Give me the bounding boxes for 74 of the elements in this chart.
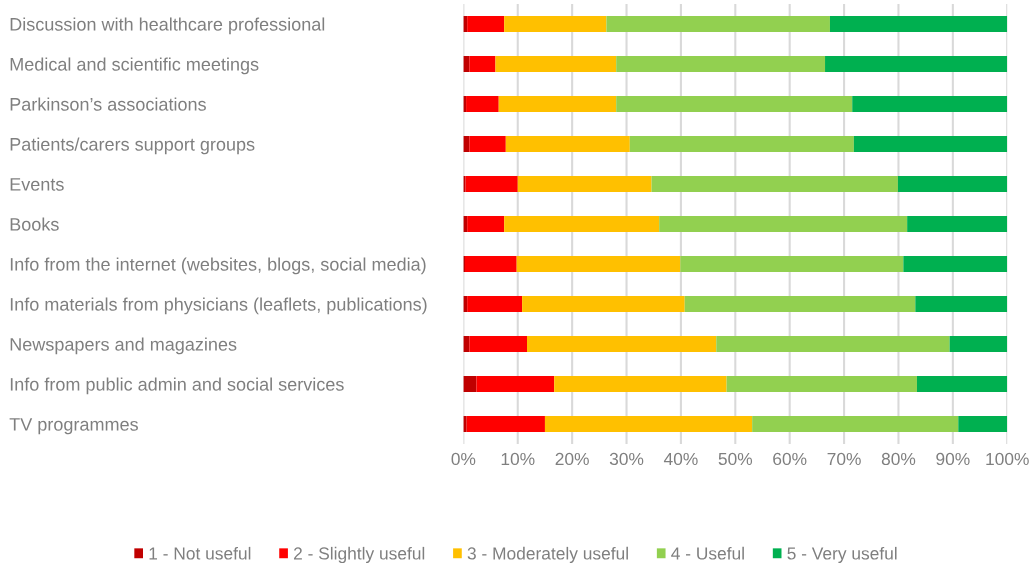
y-tick-label: Parkinson’s associations bbox=[10, 97, 206, 111]
bar bbox=[498, 96, 617, 112]
bar bbox=[504, 15, 607, 32]
bar bbox=[495, 55, 617, 72]
y-tick-label: Discussion with healthcare professional bbox=[10, 17, 325, 35]
y-tick-label: Events bbox=[10, 178, 64, 191]
bar bbox=[505, 136, 630, 152]
bar bbox=[907, 216, 1008, 233]
bar bbox=[516, 256, 681, 273]
bar bbox=[606, 15, 830, 32]
bar bbox=[463, 176, 466, 193]
bar bbox=[680, 256, 904, 273]
bar bbox=[684, 296, 916, 313]
x-tick-label: 80% bbox=[881, 452, 916, 466]
bar bbox=[476, 376, 555, 393]
x-tick-label: 60% bbox=[773, 452, 807, 466]
bar bbox=[949, 336, 1008, 353]
bar bbox=[467, 216, 505, 233]
x-tick-label: 100% bbox=[986, 452, 1029, 466]
legend-label: 5 - Very useful bbox=[787, 546, 897, 564]
bar bbox=[897, 176, 1008, 193]
bar bbox=[825, 55, 1008, 72]
bar bbox=[465, 176, 518, 193]
bar bbox=[504, 216, 660, 233]
y-tick-label: Books bbox=[10, 217, 59, 231]
y-tick-label: Medical and scientific meetings bbox=[10, 57, 259, 75]
bar bbox=[716, 336, 950, 353]
bar bbox=[853, 136, 1008, 152]
bar bbox=[466, 96, 499, 112]
y-tick-label: Newspapers and magazines bbox=[10, 337, 237, 355]
legend-label: 3 - Moderately useful bbox=[467, 546, 628, 564]
y-tick-label: Patients/carers support groups bbox=[10, 137, 255, 155]
legend-label: 2 - Slightly useful bbox=[293, 546, 425, 564]
bar bbox=[469, 136, 506, 152]
bar bbox=[903, 256, 1008, 273]
bar bbox=[752, 416, 959, 433]
bar bbox=[829, 15, 1008, 32]
bar bbox=[616, 96, 853, 112]
bar bbox=[527, 336, 717, 353]
x-tick-label: 50% bbox=[718, 452, 753, 466]
y-tick-label: Info materials from physicians (leaflets, publications) bbox=[10, 297, 427, 315]
legend-label: 4 - Useful bbox=[671, 546, 744, 560]
bar bbox=[726, 376, 917, 393]
bar bbox=[522, 296, 685, 313]
legend-label: 1 - Not useful bbox=[149, 546, 251, 560]
bar bbox=[463, 376, 477, 393]
bar bbox=[517, 176, 652, 193]
y-tick-label: Info from public admin and social services bbox=[10, 377, 344, 395]
bar bbox=[554, 376, 727, 393]
bar bbox=[651, 176, 898, 193]
bar bbox=[916, 376, 1008, 393]
x-tick-label: 70% bbox=[827, 452, 861, 466]
x-tick-label: 10% bbox=[501, 452, 535, 466]
bar bbox=[465, 256, 517, 273]
bar bbox=[467, 296, 523, 313]
bar bbox=[659, 216, 908, 233]
bar bbox=[915, 296, 1008, 313]
bar bbox=[544, 416, 753, 433]
x-tick-label: 0% bbox=[451, 452, 476, 466]
bar bbox=[616, 55, 826, 72]
bar bbox=[466, 416, 545, 433]
bar bbox=[469, 55, 496, 72]
bar bbox=[629, 136, 854, 152]
bar bbox=[467, 15, 505, 32]
bar bbox=[852, 96, 1008, 112]
x-tick-label: 40% bbox=[663, 452, 698, 466]
y-tick-label: Info from the internet (websites, blogs, social media) bbox=[10, 257, 426, 275]
x-tick-label: 90% bbox=[936, 452, 970, 466]
y-tick-label: TV programmes bbox=[9, 418, 138, 435]
bar bbox=[958, 416, 1008, 433]
x-tick-label: 30% bbox=[609, 452, 644, 466]
bar bbox=[463, 416, 467, 433]
x-tick-label: 20% bbox=[555, 452, 589, 466]
bar bbox=[469, 336, 527, 353]
